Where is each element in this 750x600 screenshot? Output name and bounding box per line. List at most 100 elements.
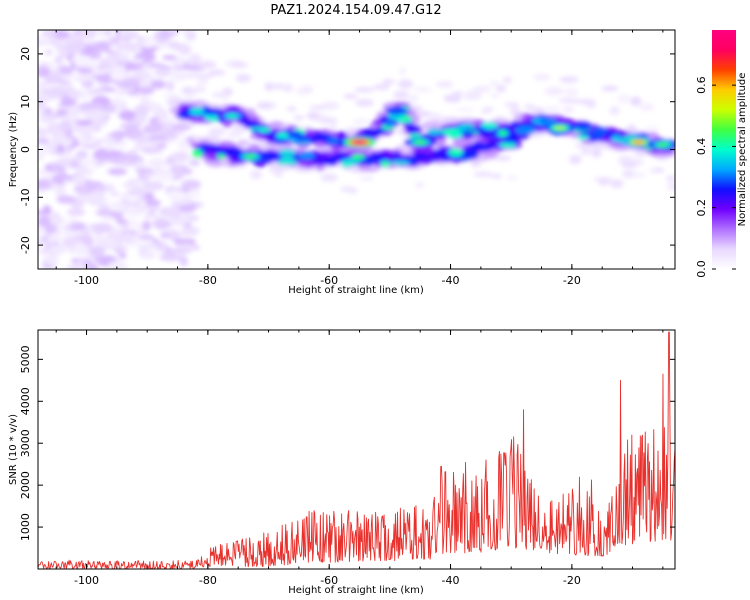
heatmap-cell (90, 123, 102, 133)
heatmap-cell (666, 175, 675, 183)
heatmap-cell (632, 172, 647, 179)
heatmap-cell (415, 181, 425, 189)
heatmap-cell (73, 243, 88, 255)
heatmap-cell (56, 144, 65, 154)
heatmap-cell (134, 104, 149, 117)
heatmap-cell (208, 127, 226, 137)
heatmap-cell (180, 228, 199, 237)
heatmap-cell (632, 140, 645, 145)
heatmap-cell (129, 58, 145, 63)
heatmap-cell (189, 159, 200, 166)
heatmap-cell (98, 204, 111, 211)
heatmap-cell (38, 238, 46, 248)
heatmap-cell (108, 36, 123, 42)
heatmap-cell (162, 207, 183, 219)
heatmap-cell (488, 81, 500, 86)
heatmap-cell (574, 121, 592, 131)
heatmap-cell (87, 88, 107, 95)
heatmap-cell (428, 113, 443, 120)
heatmap-cell (390, 160, 411, 165)
heatmap-cell (184, 30, 193, 39)
x-tick-label: -60 (320, 574, 338, 587)
heatmap-cell (110, 190, 120, 197)
heatmap-cell (59, 66, 74, 75)
heatmap-cell (542, 106, 562, 113)
heatmap-cell (165, 80, 175, 92)
heatmap-cell (136, 71, 153, 79)
heatmap-cell (415, 110, 433, 118)
heatmap-cell (609, 106, 620, 116)
heatmap-cell (38, 66, 51, 78)
heatmap-cell (226, 130, 243, 139)
heatmap-cell (359, 176, 375, 181)
y-tick-label: 2000 (19, 471, 32, 499)
heatmap-cell (126, 188, 149, 196)
heatmap-cell (208, 69, 226, 76)
heatmap-cell (117, 78, 140, 90)
heatmap-cell (592, 126, 609, 135)
heatmap-cell (287, 137, 297, 143)
heatmap-cell (171, 70, 188, 82)
heatmap-cell (180, 64, 192, 70)
heatmap-cell (340, 186, 354, 192)
heatmap-cell (79, 159, 97, 166)
heatmap-cell (169, 164, 189, 170)
y-tick-label: 20 (19, 47, 32, 61)
heatmap-cell (162, 93, 181, 99)
heatmap-cell (143, 192, 155, 200)
heatmap-cell (302, 85, 314, 94)
heatmap-cell (110, 211, 124, 219)
heatmap-cell (354, 86, 375, 93)
heatmap-cell (91, 41, 114, 52)
heatmap-cell (60, 98, 77, 107)
heatmap-cell (135, 167, 154, 174)
heatmap-cell (119, 206, 130, 211)
heatmap-cell (38, 178, 52, 190)
heatmap-cell (609, 179, 624, 189)
heatmap-cell (162, 55, 177, 61)
heatmap-cell (38, 228, 47, 236)
heatmap-cell (189, 106, 205, 115)
heatmap-cell (482, 107, 494, 112)
heatmap-cell (122, 182, 136, 188)
x-tick-label: -80 (199, 274, 217, 287)
spectrogram-x-ticks: -100 -80 -60 -40 -20 (55, 30, 664, 287)
heatmap-cell (601, 85, 619, 92)
heatmap-cell (497, 129, 509, 137)
heatmap-cell (138, 242, 159, 250)
heatmap-cell (180, 87, 193, 93)
heatmap-cell (618, 155, 634, 165)
heatmap-cell (309, 105, 328, 110)
heatmap-cell (160, 231, 170, 239)
heatmap-cell (55, 185, 66, 198)
heatmap-cell (111, 156, 133, 162)
heatmap-cell (55, 108, 69, 117)
spectrogram-y-axis-label: Frequency (Hz) (8, 112, 19, 188)
heatmap-cell (114, 140, 129, 147)
heatmap-cell (219, 147, 235, 155)
heatmap-cell (178, 44, 192, 55)
heatmap-cell (458, 123, 475, 129)
heatmap-cell (181, 179, 202, 190)
heatmap-cell (167, 190, 186, 201)
heatmap-cell (38, 35, 53, 41)
heatmap-cell (57, 157, 73, 167)
heatmap-cell (142, 220, 151, 231)
heatmap-cell (119, 123, 142, 130)
heatmap-cell (75, 119, 94, 126)
x-tick-label: -60 (320, 274, 338, 287)
heatmap-cell (116, 60, 126, 67)
heatmap-cell (276, 132, 290, 140)
heatmap-cell (71, 54, 87, 64)
y-tick-label: -20 (19, 236, 32, 254)
heatmap-cell (506, 175, 519, 181)
heatmap-cell (84, 109, 107, 121)
heatmap-cell (286, 106, 297, 112)
x-tick-label: -20 (563, 274, 581, 287)
heatmap-cell (38, 215, 51, 228)
heatmap-cell (329, 124, 339, 129)
heatmap-cell (64, 42, 86, 54)
heatmap-cell (226, 113, 239, 119)
heatmap-cell (276, 160, 299, 166)
spectrogram-y-ticks: -20 -10 0 10 20 (19, 47, 675, 254)
